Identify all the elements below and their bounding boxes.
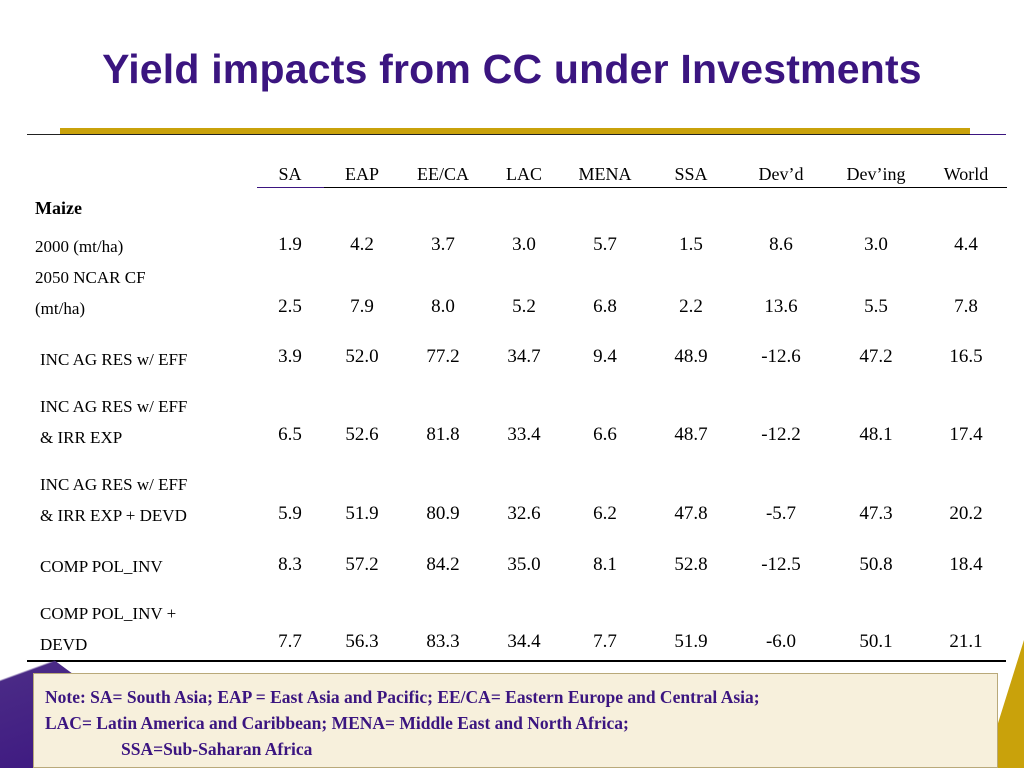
column-header: MENA	[578, 164, 632, 184]
table-bottom-rule	[27, 660, 1006, 662]
table-cell: 57.2	[345, 554, 379, 575]
column-header: EAP	[344, 164, 380, 184]
note-line-3: SSA=Sub-Saharan Africa	[121, 739, 313, 759]
table-cell: 13.6	[764, 296, 798, 317]
table-cell: 7.7	[593, 631, 617, 652]
table-cell: 52.8	[674, 554, 708, 575]
table-cell: 81.8	[426, 424, 460, 445]
table-cell: 2.5	[278, 296, 302, 317]
table-cell: 35.0	[507, 554, 541, 575]
table-cell: 56.3	[345, 631, 379, 652]
title-underline-accent	[970, 134, 1006, 135]
row-label: (mt/ha)	[35, 299, 86, 318]
table-cell: 3.9	[278, 346, 302, 367]
table-cell: 2.2	[679, 296, 703, 317]
table-cell: 5.7	[593, 234, 617, 255]
table-cell: 6.8	[593, 296, 617, 317]
table-cell: 47.2	[859, 346, 893, 367]
table-cell: 51.9	[345, 503, 379, 524]
table-cell: 3.0	[864, 234, 888, 255]
note-line-1: Note: SA= South Asia; EAP = East Asia an…	[45, 687, 760, 707]
table-cell: 50.8	[859, 554, 893, 575]
table-cell: 21.1	[949, 631, 983, 652]
row-label: COMP POL_INV	[40, 557, 163, 576]
table-cell: 5.2	[512, 296, 536, 317]
row-label: INC AG RES w/ EFF	[40, 397, 188, 416]
column-header: Dev’d	[758, 164, 804, 184]
table-cell: 33.4	[507, 424, 541, 445]
table-cell: -5.7	[765, 503, 797, 524]
table-cell: 77.2	[426, 346, 460, 367]
table-cell: 6.5	[278, 424, 302, 445]
table-cell: 3.7	[431, 234, 455, 255]
table-cell: 34.4	[507, 631, 541, 652]
table-cell: 48.1	[859, 424, 893, 445]
table-cell: 7.7	[278, 631, 302, 652]
row-label: DEVD	[40, 635, 88, 654]
table-cell: 50.1	[859, 631, 893, 652]
table-cell: 6.6	[593, 424, 617, 445]
table-cell: 8.1	[593, 554, 617, 575]
table-cell: 1.9	[278, 234, 302, 255]
table-cell: 8.6	[769, 234, 793, 255]
table-cell: 32.6	[507, 503, 541, 524]
table-cell: 1.5	[679, 234, 703, 255]
column-header: Dev’ing	[846, 164, 906, 184]
table-cell: 7.9	[350, 296, 374, 317]
title-underline	[27, 134, 1006, 135]
table-cell: 52.0	[345, 346, 379, 367]
row-label: INC AG RES w/ EFF	[40, 350, 188, 369]
title-gold-bar	[60, 128, 970, 135]
table-cell: 20.2	[949, 503, 983, 524]
table-cell: 52.6	[345, 424, 379, 445]
table-cell: 18.4	[949, 554, 983, 575]
table-cell: 80.9	[426, 503, 460, 524]
table-cell: -6.0	[765, 631, 797, 652]
table-cell: 47.8	[674, 503, 708, 524]
table-cell: 51.9	[674, 631, 708, 652]
table-cell: -12.6	[761, 346, 801, 367]
table-cell: 47.3	[859, 503, 893, 524]
header-underline	[257, 187, 1007, 188]
table-cell: 6.2	[593, 503, 617, 524]
column-header: EE/CA	[417, 164, 469, 184]
row-label: & IRR EXP	[40, 428, 123, 447]
table-cell: 34.7	[507, 346, 541, 367]
table-cell: 84.2	[426, 554, 460, 575]
row-label: 2000 (mt/ha)	[35, 237, 124, 256]
table-cell: -12.2	[761, 424, 801, 445]
table-cell: 7.8	[954, 296, 978, 317]
column-header: SSA	[674, 164, 708, 184]
table-cell: 16.5	[949, 346, 983, 367]
table-cell: 48.7	[674, 424, 708, 445]
table-cell: 8.0	[431, 296, 455, 317]
table-cell: 4.2	[350, 234, 374, 255]
row-label: COMP POL_INV +	[40, 604, 177, 623]
table-cell: 4.4	[954, 234, 978, 255]
table-cell: -12.5	[761, 554, 801, 575]
table-cell: 8.3	[278, 554, 302, 575]
column-header: LAC	[506, 164, 542, 184]
row-label: INC AG RES w/ EFF	[40, 475, 188, 494]
note-line-2: LAC= Latin America and Caribbean; MENA= …	[45, 713, 629, 733]
row-label: 2050 NCAR CF	[35, 268, 146, 287]
slide-title: Yield impacts from CC under Investments	[102, 46, 922, 92]
section-label-maize: Maize	[35, 198, 82, 218]
table-cell: 3.0	[512, 234, 536, 255]
table-cell: 17.4	[949, 424, 983, 445]
header-underline-accent	[257, 187, 324, 188]
table-cell: 9.4	[593, 346, 617, 367]
table-cell: 5.5	[864, 296, 888, 317]
table-cell: 83.3	[426, 631, 460, 652]
column-header: World	[943, 164, 989, 184]
row-label: & IRR EXP + DEVD	[40, 506, 187, 525]
table-cell: 48.9	[674, 346, 708, 367]
note-box: Note: SA= South Asia; EAP = East Asia an…	[33, 673, 998, 768]
table-cell: 5.9	[278, 503, 302, 524]
column-header: SA	[278, 164, 302, 184]
